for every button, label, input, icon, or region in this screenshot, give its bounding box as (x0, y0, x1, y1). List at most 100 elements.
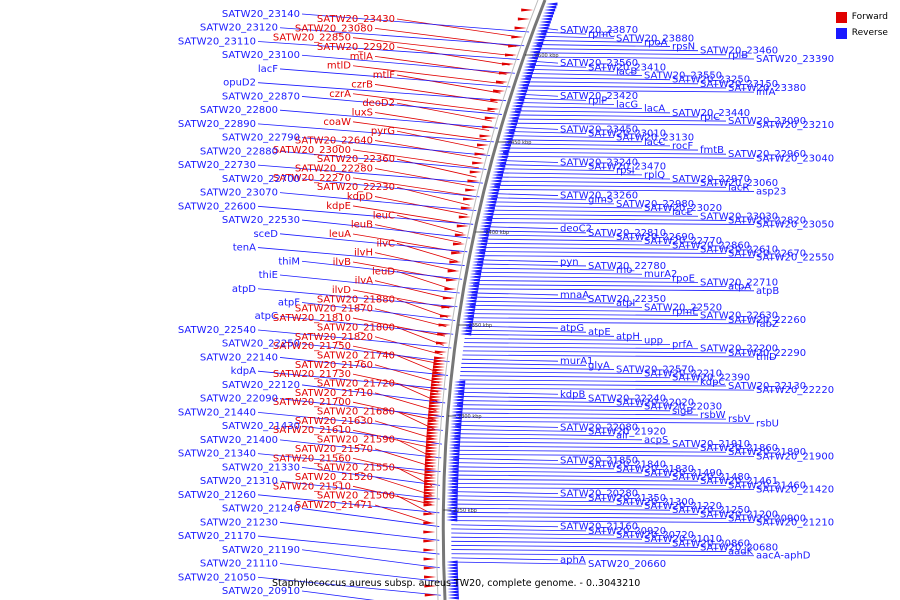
gene-label-satw20-21610: SATW20_21610 (273, 425, 351, 436)
reverse-feature (449, 440, 461, 444)
forward-feature (425, 449, 438, 453)
forward-feature (428, 410, 441, 414)
leader-line-satw20-23250 (525, 77, 671, 81)
leader-line-infa (521, 89, 755, 93)
gene-label-satw20-21520: SATW20_21520 (295, 472, 373, 483)
reverse-feature (469, 275, 481, 279)
forward-feature (472, 161, 485, 165)
reverse-feature (483, 206, 495, 210)
reverse-feature (470, 269, 482, 273)
leader-line-satw20-21250 (451, 507, 671, 511)
reverse-feature (461, 326, 473, 330)
gene-label-satw20-23210: SATW20_23210 (756, 120, 834, 131)
leader-line-ilva (374, 280, 451, 300)
gene-label-satw20-22280: SATW20_22280 (295, 164, 373, 175)
leader-line-alr (454, 433, 615, 437)
reverse-feature (481, 215, 493, 219)
leader-line-satw20-21400 (279, 439, 442, 459)
leader-line-kdpc (459, 379, 699, 383)
gene-label-satw20-21190: SATW20_21190 (222, 545, 300, 556)
reverse-feature (467, 284, 479, 288)
reverse-feature (452, 395, 464, 399)
forward-feature (423, 566, 436, 570)
leader-line-satw20-21310 (279, 480, 440, 500)
gene-label-satw20-21510: SATW20_21510 (273, 481, 351, 492)
reverse-feature (471, 263, 483, 267)
gene-label-satw20-21860: SATW20_21860 (700, 443, 778, 454)
gene-label-atpa: atpA (728, 282, 751, 293)
reverse-feature (447, 584, 459, 588)
leader-line-satw20-22690 (482, 234, 615, 238)
gene-label-satw20-21570: SATW20_21570 (295, 444, 373, 455)
gene-label-satw20-22030: SATW20_22030 (644, 402, 722, 413)
gene-label-satw20-21170: SATW20_21170 (178, 531, 256, 542)
forward-feature (454, 233, 467, 237)
gene-label-satw20-23090: SATW20_23090 (728, 116, 806, 127)
gene-label-satw20-20920: SATW20_20920 (588, 526, 666, 537)
forward-feature (426, 434, 439, 438)
leader-line-satw20-21210 (451, 520, 755, 524)
leader-line-rsbu (455, 420, 755, 424)
reverse-feature (446, 506, 458, 510)
gene-label-satw20-21890: SATW20_21890 (728, 447, 806, 458)
forward-feature (424, 584, 437, 588)
reverse-feature (468, 281, 480, 285)
gene-label-satw20-21440: SATW20_21440 (178, 407, 256, 418)
forward-feature (445, 278, 458, 282)
leader-line-satw20-22610 (480, 246, 699, 250)
leader-line-satw20-23130 (507, 135, 615, 139)
gene-label-rpsn: rpsN (672, 42, 695, 53)
gene-label-rplq: rplQ (644, 170, 665, 181)
gene-label-satw20-22970: SATW20_22970 (672, 174, 750, 185)
leader-line-satw20-23410 (529, 64, 587, 68)
gene-label-satw20-22260: SATW20_22260 (728, 315, 806, 326)
gene-label-mura2: murA2 (644, 269, 677, 280)
leader-line-satw20-22600 (257, 205, 474, 225)
leader-line-aadk (451, 549, 727, 552)
forward-feature (424, 476, 437, 480)
gene-label-satw20-23120: SATW20_23120 (200, 23, 278, 34)
forward-feature (428, 407, 441, 411)
leader-line-satw20-23440 (514, 110, 671, 114)
reverse-feature (502, 134, 514, 138)
genome-caption: Staphylococcus aureus subsp. aureus TW20… (272, 578, 641, 589)
gene-label-satw20-22670: SATW20_22670 (728, 249, 806, 260)
reverse-feature (516, 89, 528, 93)
reverse-feature (493, 167, 505, 171)
forward-feature (469, 170, 482, 174)
reverse-feature (479, 224, 491, 228)
forward-feature (449, 260, 462, 264)
gene-label-satw20-22890: SATW20_22890 (178, 119, 256, 130)
gene-label-satw20-22200: SATW20_22200 (700, 344, 778, 355)
gene-label-satw20-22570: SATW20_22570 (616, 364, 694, 375)
gene-label-satw20-21240: SATW20_21240 (222, 504, 300, 515)
gene-label-laca: lacA (644, 104, 665, 115)
reverse-feature (447, 482, 459, 486)
gene-label-ilvc: ilvC (377, 238, 395, 249)
forward-feature (442, 296, 455, 300)
forward-feature (456, 224, 469, 228)
gene-label-satw20-23250: SATW20_23250 (672, 75, 750, 86)
reverse-feature (518, 83, 530, 87)
forward-feature (423, 512, 436, 516)
gene-label-satw20-22640: SATW20_22640 (295, 136, 373, 147)
scale-tick-label: 2300 kbp (458, 414, 482, 420)
gene-label-rsbv: rsbV (728, 414, 751, 425)
forward-feature (423, 539, 436, 543)
reverse-feature (477, 236, 489, 240)
forward-feature (460, 206, 473, 210)
leader-line-lacg (517, 102, 615, 105)
gene-label-satw20-23130: SATW20_23130 (616, 133, 694, 144)
reverse-feature (496, 155, 508, 159)
gene-label-apha: aphA (560, 555, 586, 566)
reverse-feature (475, 242, 487, 246)
gene-label-rho: rho (616, 265, 632, 276)
gene-label-rplp: rplP (588, 95, 607, 106)
gene-label-satw20-21720: SATW20_21720 (317, 379, 395, 390)
gene-label-satw20-23080: SATW20_23080 (295, 23, 373, 34)
gene-label-rpsi: rpsI (616, 166, 635, 177)
scale-ticks: 2500 kbp 2450 kbp 2400 kbp 2350 kbp 2300 kbp… (443, 53, 559, 514)
gene-label-sigb: sigB (672, 406, 693, 417)
leader-line-satw20-22860 (481, 242, 671, 246)
reverse-feature (451, 404, 463, 408)
